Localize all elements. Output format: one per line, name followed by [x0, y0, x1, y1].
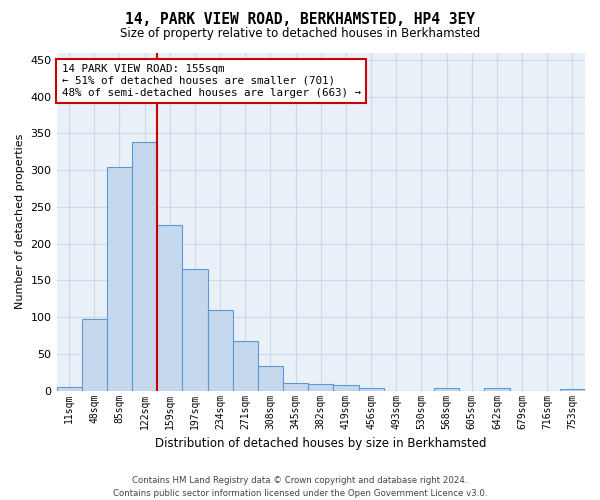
Y-axis label: Number of detached properties: Number of detached properties — [15, 134, 25, 310]
Bar — [560, 389, 585, 390]
Bar — [308, 384, 334, 390]
Bar — [233, 342, 258, 390]
Bar — [359, 388, 383, 390]
Text: 14 PARK VIEW ROAD: 155sqm
← 51% of detached houses are smaller (701)
48% of semi: 14 PARK VIEW ROAD: 155sqm ← 51% of detac… — [62, 64, 361, 98]
Text: Contains HM Land Registry data © Crown copyright and database right 2024.
Contai: Contains HM Land Registry data © Crown c… — [113, 476, 487, 498]
Bar — [157, 225, 182, 390]
Bar — [258, 366, 283, 390]
Bar — [283, 382, 308, 390]
Text: Size of property relative to detached houses in Berkhamsted: Size of property relative to detached ho… — [120, 28, 480, 40]
Bar — [334, 386, 359, 390]
X-axis label: Distribution of detached houses by size in Berkhamsted: Distribution of detached houses by size … — [155, 437, 487, 450]
Text: 14, PARK VIEW ROAD, BERKHAMSTED, HP4 3EY: 14, PARK VIEW ROAD, BERKHAMSTED, HP4 3EY — [125, 12, 475, 28]
Bar — [56, 387, 82, 390]
Bar — [132, 142, 157, 390]
Bar — [208, 310, 233, 390]
Bar — [182, 270, 208, 390]
Bar — [82, 318, 107, 390]
Bar — [107, 167, 132, 390]
Bar — [434, 388, 459, 390]
Bar — [484, 388, 509, 390]
